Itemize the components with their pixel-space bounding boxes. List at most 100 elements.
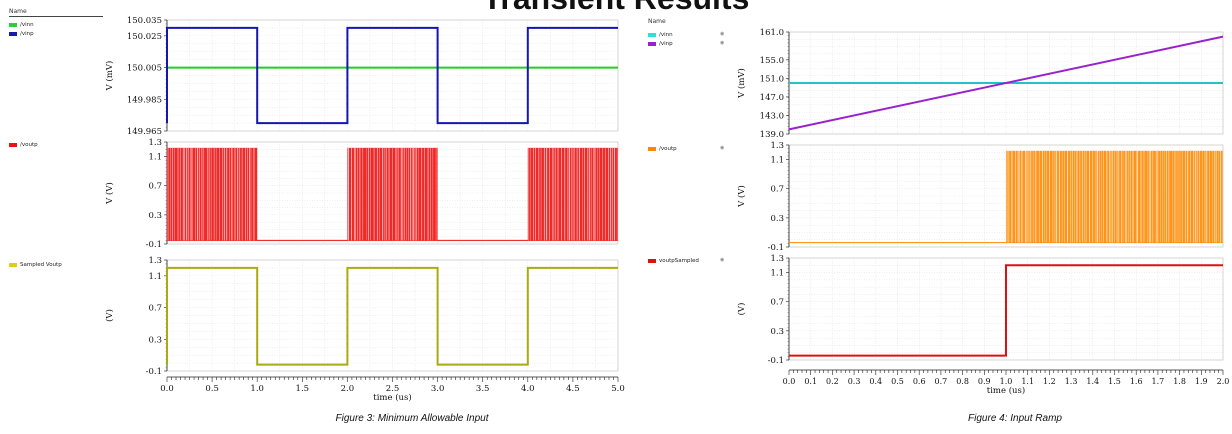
y-tick-label: 0.3 <box>148 211 162 221</box>
legend-label: Sampled Voutp <box>20 262 62 268</box>
legend-item[interactable]: /vinp <box>648 41 673 47</box>
y-tick-label: 1.1 <box>148 153 162 163</box>
y-tick-label: -0.1 <box>768 243 784 253</box>
x-tick-label: 1.0 <box>1000 377 1013 386</box>
y-axis-label: V (mV) <box>104 61 115 92</box>
legend-header: Name <box>9 8 27 15</box>
toggling-block <box>527 147 618 241</box>
legend-swatch <box>9 263 17 267</box>
y-tick-label: 150.005 <box>127 64 162 74</box>
x-tick-label: 4.0 <box>521 384 535 394</box>
legend-item[interactable]: /vinn <box>9 22 34 28</box>
legend-label: /vinp <box>659 41 673 47</box>
x-tick-label: 2.0 <box>341 384 355 394</box>
y-tick-label: 150.035 <box>127 16 162 26</box>
legend-swatch <box>648 147 656 151</box>
legend-swatch <box>648 33 656 37</box>
series-line <box>789 264 1223 357</box>
y-tick-label: 155.0 <box>760 56 784 66</box>
series-line <box>788 35 1224 131</box>
y-tick-label: 1.3 <box>770 141 784 151</box>
y-tick-label: -0.1 <box>768 356 784 366</box>
page-title: Transient Results <box>0 0 1232 18</box>
x-tick-label: 0.5 <box>891 377 904 386</box>
plot-panel: 1.3 1.1 0.7 0.3 -0.1 V (V) <box>736 141 1224 253</box>
legend-label: /voutp <box>659 146 677 152</box>
x-tick-label: 5.0 <box>611 384 625 394</box>
x-tick-label: 0.2 <box>826 377 839 386</box>
x-tick-label: 4.5 <box>566 384 580 394</box>
caption-figure-3: Figure 3: Minimum Allowable Input <box>335 413 489 424</box>
legend-item[interactable]: voutpSampled <box>648 258 699 264</box>
visibility-eye-icon[interactable]: ◉ <box>720 257 725 263</box>
y-tick-label: 151.0 <box>760 74 784 84</box>
x-tick-label: 1.9 <box>1195 377 1208 386</box>
legend-label: /vinp <box>20 31 34 37</box>
x-tick-label: 0.0 <box>160 384 174 394</box>
caption-figure-4: Figure 4: Input Ramp <box>968 413 1062 424</box>
x-axis-label: time (us) <box>373 392 411 403</box>
y-axis-label: (V) <box>104 309 115 322</box>
visibility-eye-icon[interactable]: ◉ <box>720 40 725 46</box>
x-tick-label: 0.6 <box>913 377 926 386</box>
legend-item[interactable]: /vinn <box>648 32 673 38</box>
legend-label: /vinn <box>20 22 34 28</box>
y-tick-label: -0.1 <box>146 240 162 250</box>
y-tick-label: 0.7 <box>770 298 784 308</box>
series-line <box>166 266 618 366</box>
y-tick-label: 147.0 <box>760 93 784 103</box>
y-tick-label: 0.3 <box>770 214 784 224</box>
y-tick-label: 149.985 <box>127 95 162 105</box>
y-tick-label: 1.3 <box>148 256 162 266</box>
legend-label: /voutp <box>20 142 38 148</box>
x-tick-label: 3.0 <box>431 384 445 394</box>
series-line <box>166 26 618 125</box>
x-tick-label: 1.6 <box>1130 377 1143 386</box>
y-tick-label: -0.1 <box>146 367 162 377</box>
y-axis-label: V (mV) <box>736 68 747 99</box>
legend-item[interactable]: /voutp <box>9 142 38 148</box>
x-tick-label: 1.1 <box>1021 377 1034 386</box>
legend-header-rule <box>9 16 103 17</box>
x-tick-label: 0.8 <box>956 377 969 386</box>
legend-label: /vinn <box>659 32 673 38</box>
x-tick-label: 0.4 <box>869 377 882 386</box>
legend-item[interactable]: /voutp <box>648 146 677 152</box>
y-axis-label: (V) <box>736 303 747 316</box>
x-tick-label: 0.7 <box>935 377 948 386</box>
x-tick-label: 3.5 <box>476 384 490 394</box>
figure-3-chart: 150.035 150.025 150.005 149.985 149.965 V (mV… <box>104 16 625 403</box>
legend-swatch <box>9 23 17 27</box>
x-tick-label: 0.5 <box>205 384 219 394</box>
toggling-block <box>347 147 438 241</box>
y-tick-label: 1.1 <box>770 156 784 166</box>
x-axis-label: time (us) <box>987 385 1025 396</box>
legend-item[interactable]: Sampled Voutp <box>9 262 62 268</box>
y-tick-label: 1.3 <box>770 254 784 264</box>
y-axis-label: V (V) <box>736 185 747 208</box>
y-tick-label: 0.7 <box>148 304 162 314</box>
legend-swatch <box>648 42 656 46</box>
y-tick-label: 0.3 <box>770 327 784 337</box>
y-tick-label: 0.7 <box>770 185 784 195</box>
legend-item[interactable]: /vinp <box>9 31 34 37</box>
y-tick-label: 1.1 <box>770 269 784 279</box>
plot-panel: 1.3 1.1 0.7 0.3 -0.1 (V) <box>736 254 1224 366</box>
y-tick-label: 1.3 <box>148 138 162 148</box>
y-tick-label: 161.0 <box>760 28 784 38</box>
x-tick-label: 0.1 <box>804 377 817 386</box>
x-tick-label: 0.3 <box>848 377 861 386</box>
legend-swatch <box>9 32 17 36</box>
x-tick-label: 0.0 <box>783 377 796 386</box>
plot-panel: 1.3 1.1 0.7 0.3 -0.1 (V) <box>104 256 619 377</box>
x-tick-label: 2.5 <box>386 384 400 394</box>
visibility-eye-icon[interactable]: ◉ <box>720 145 725 151</box>
visibility-eye-icon[interactable]: ◉ <box>720 31 725 37</box>
legend-swatch <box>648 259 656 263</box>
legend-swatch <box>9 143 17 147</box>
y-tick-label: 0.7 <box>148 182 162 192</box>
x-tick-label: 1.4 <box>1086 377 1099 386</box>
plot-panel: 161.0 155.0 151.0 147.0 143.0 139.0 V (mV) <box>736 28 1224 140</box>
x-tick-label: 1.7 <box>1152 377 1165 386</box>
